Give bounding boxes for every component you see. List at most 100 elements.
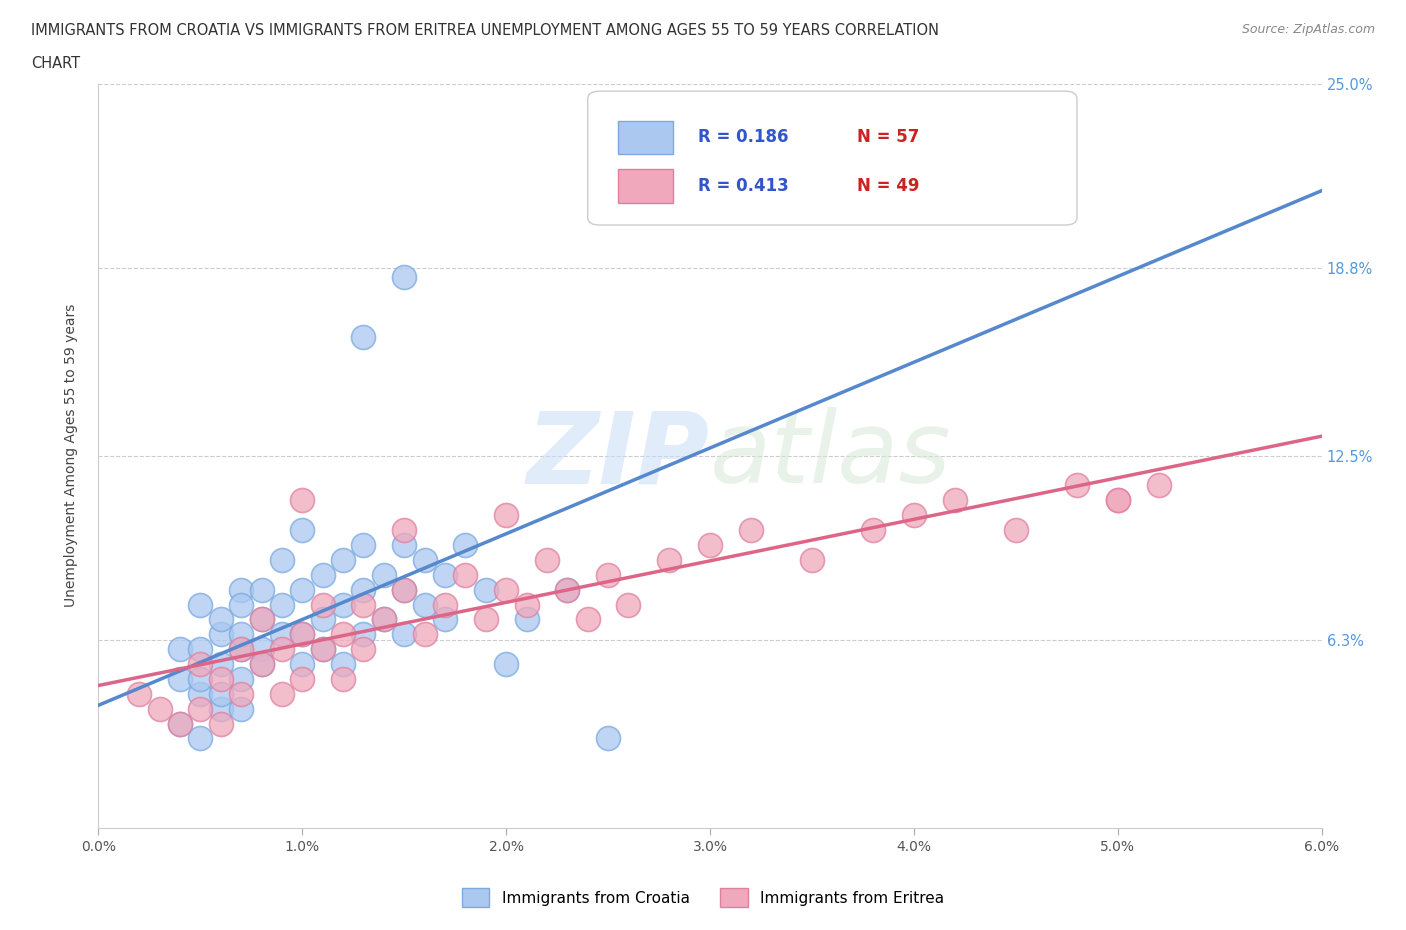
Point: [352, 329, 374, 344]
Point: [903, 508, 925, 523]
Point: [270, 552, 292, 567]
Point: [209, 686, 232, 701]
Point: [862, 523, 884, 538]
Y-axis label: Unemployment Among Ages 55 to 59 years: Unemployment Among Ages 55 to 59 years: [63, 304, 77, 607]
Point: [413, 627, 436, 642]
Point: [291, 523, 314, 538]
Point: [598, 731, 620, 746]
Point: [250, 657, 273, 671]
Point: [291, 627, 314, 642]
Point: [373, 567, 395, 582]
Point: [516, 612, 538, 627]
Point: [291, 627, 314, 642]
Point: [250, 612, 273, 627]
Point: [250, 642, 273, 657]
Point: [231, 627, 253, 642]
Point: [209, 701, 232, 716]
Point: [270, 627, 292, 642]
Point: [291, 657, 314, 671]
Point: [555, 582, 579, 597]
Point: [188, 701, 212, 716]
Point: [943, 493, 966, 508]
FancyBboxPatch shape: [619, 121, 673, 154]
Point: [188, 657, 212, 671]
Point: [352, 582, 374, 597]
Point: [536, 552, 558, 567]
Text: atlas: atlas: [710, 407, 952, 504]
Point: [392, 538, 416, 552]
Point: [373, 612, 395, 627]
Text: R = 0.186: R = 0.186: [697, 128, 789, 146]
Point: [1066, 478, 1088, 493]
Text: IMMIGRANTS FROM CROATIA VS IMMIGRANTS FROM ERITREA UNEMPLOYMENT AMONG AGES 55 TO: IMMIGRANTS FROM CROATIA VS IMMIGRANTS FR…: [31, 23, 939, 38]
Text: N = 49: N = 49: [856, 178, 920, 195]
Point: [311, 642, 335, 657]
Point: [352, 597, 374, 612]
Text: N = 57: N = 57: [856, 128, 920, 146]
Text: CHART: CHART: [31, 56, 80, 71]
Point: [1004, 523, 1026, 538]
Legend: Immigrants from Croatia, Immigrants from Eritrea: Immigrants from Croatia, Immigrants from…: [456, 883, 950, 913]
Point: [392, 582, 416, 597]
Point: [231, 642, 253, 657]
Point: [413, 597, 436, 612]
Point: [1147, 478, 1170, 493]
Point: [474, 612, 498, 627]
Point: [433, 567, 456, 582]
Point: [332, 597, 354, 612]
Point: [291, 671, 314, 686]
Point: [311, 612, 335, 627]
Point: [231, 597, 253, 612]
Point: [903, 166, 925, 180]
Point: [188, 686, 212, 701]
Point: [209, 657, 232, 671]
Point: [392, 582, 416, 597]
Point: [231, 671, 253, 686]
Point: [332, 627, 354, 642]
Point: [231, 642, 253, 657]
Point: [311, 597, 335, 612]
Point: [169, 671, 191, 686]
Point: [209, 627, 232, 642]
Point: [188, 597, 212, 612]
Text: Source: ZipAtlas.com: Source: ZipAtlas.com: [1241, 23, 1375, 36]
Point: [699, 538, 721, 552]
Point: [392, 270, 416, 285]
Point: [576, 612, 599, 627]
Point: [332, 657, 354, 671]
Point: [373, 612, 395, 627]
Point: [516, 597, 538, 612]
Point: [598, 567, 620, 582]
Point: [250, 612, 273, 627]
Point: [332, 552, 354, 567]
Point: [352, 642, 374, 657]
Text: R = 0.413: R = 0.413: [697, 178, 789, 195]
Point: [291, 582, 314, 597]
Point: [149, 701, 172, 716]
Point: [495, 582, 517, 597]
Point: [169, 716, 191, 731]
Point: [250, 657, 273, 671]
Point: [188, 671, 212, 686]
Point: [801, 552, 824, 567]
Point: [209, 671, 232, 686]
Point: [617, 597, 640, 612]
Point: [270, 597, 292, 612]
Point: [555, 582, 579, 597]
Point: [231, 686, 253, 701]
Point: [209, 716, 232, 731]
Point: [188, 642, 212, 657]
Point: [1107, 493, 1129, 508]
Point: [231, 701, 253, 716]
Point: [658, 552, 681, 567]
Point: [291, 493, 314, 508]
Point: [352, 538, 374, 552]
Point: [454, 567, 477, 582]
FancyBboxPatch shape: [588, 91, 1077, 225]
Point: [128, 686, 150, 701]
Point: [169, 642, 191, 657]
Point: [392, 627, 416, 642]
Point: [413, 552, 436, 567]
Point: [270, 686, 292, 701]
FancyBboxPatch shape: [619, 169, 673, 203]
